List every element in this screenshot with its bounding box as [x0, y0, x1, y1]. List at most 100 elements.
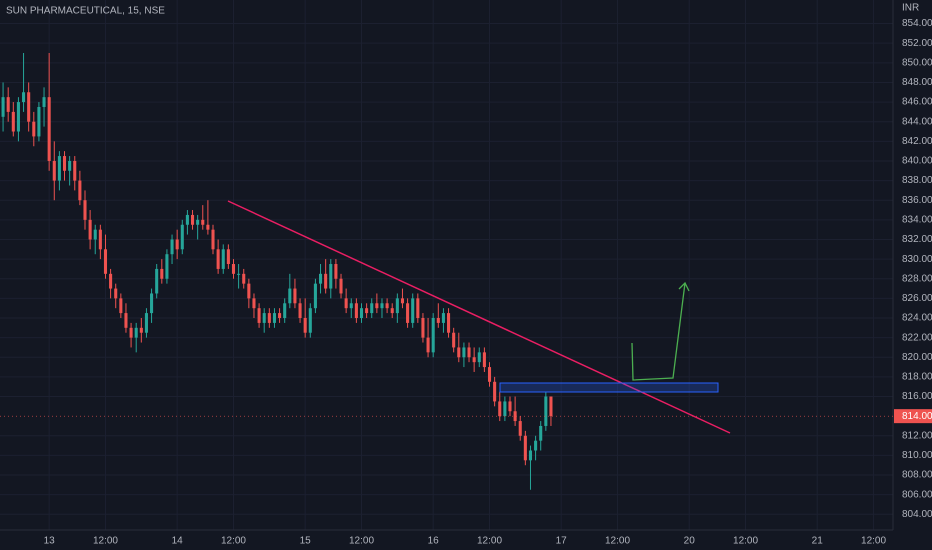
x-tick-label: 12:00	[605, 536, 630, 547]
candle-body	[175, 239, 179, 250]
candle-body	[37, 106, 41, 137]
y-tick-label: 844.00	[902, 116, 932, 127]
candle-body	[472, 357, 476, 363]
x-tick-label: 13	[44, 536, 56, 547]
candle-body	[508, 401, 512, 412]
candle-body	[165, 254, 169, 279]
candle-body	[226, 249, 230, 265]
y-tick-label: 830.00	[902, 254, 932, 265]
candle-body	[447, 313, 451, 333]
candle-body	[283, 303, 287, 318]
candle-body	[272, 313, 276, 323]
support-zone	[499, 382, 719, 393]
y-tick-label: 836.00	[902, 195, 932, 206]
candle-body	[329, 264, 333, 289]
y-tick-label: 850.00	[902, 57, 932, 68]
candle-body	[144, 313, 148, 333]
candle-body	[129, 327, 133, 338]
y-tick-label: 826.00	[902, 293, 932, 304]
candle-body	[247, 283, 251, 299]
candle-body	[201, 219, 205, 225]
candle-body	[114, 288, 118, 299]
last-price-box	[894, 409, 932, 424]
candle-body	[267, 313, 271, 323]
candle-body	[211, 229, 215, 250]
candle-body	[242, 273, 246, 284]
candle-body	[313, 283, 317, 309]
candle-body	[93, 229, 97, 240]
candle-body	[27, 92, 31, 122]
candle-body	[334, 264, 338, 279]
candle-body	[493, 381, 497, 402]
candle-body	[170, 239, 174, 255]
candle-body	[160, 268, 164, 279]
candle-body	[206, 224, 210, 230]
candle-body	[57, 156, 61, 181]
y-tick-label: 810.00	[902, 450, 932, 461]
candle-body	[380, 303, 384, 309]
candle-body	[416, 298, 420, 318]
candle-body	[1, 97, 5, 117]
y-tick-label: 804.00	[902, 509, 932, 520]
candle-body	[78, 180, 82, 201]
candle-body	[16, 102, 20, 132]
candle-body	[216, 249, 220, 269]
candle-body	[221, 249, 225, 269]
candle-body	[185, 214, 189, 225]
candle-body	[303, 318, 307, 333]
candle-body	[518, 421, 522, 436]
candle-body	[431, 318, 435, 353]
y-tick-label: 816.00	[902, 391, 932, 402]
x-tick-label: 16	[428, 536, 440, 547]
candle-body	[103, 249, 108, 274]
y-tick-label: 846.00	[902, 97, 932, 108]
candle-body	[32, 121, 36, 137]
candle-body	[400, 298, 405, 304]
last-price-label: 814.00	[902, 411, 932, 422]
candle-body	[257, 308, 261, 323]
candle-body	[549, 396, 553, 417]
x-tick-label: 12:00	[221, 536, 246, 547]
x-tick-label: 12:00	[861, 536, 886, 547]
candle-body	[487, 367, 492, 382]
candle-body	[457, 347, 461, 358]
y-tick-label: 832.00	[902, 234, 932, 245]
candle-body	[324, 273, 328, 289]
candle-body	[134, 327, 138, 338]
candle-body	[375, 303, 379, 309]
y-tick-label: 820.00	[902, 352, 932, 363]
candle-body	[278, 313, 282, 318]
candle-body	[544, 396, 548, 426]
candle-body	[441, 313, 445, 323]
candle-body	[11, 111, 15, 132]
candle-body	[6, 97, 10, 112]
candle-body	[109, 273, 113, 289]
candle-body	[298, 303, 302, 318]
projection-arrow	[631, 282, 686, 381]
candle-body	[528, 450, 533, 461]
candle-body	[288, 288, 292, 304]
x-tick-label: 14	[172, 536, 184, 547]
x-tick-label: 12:00	[93, 536, 118, 547]
candle-body	[534, 440, 538, 451]
candle-body	[498, 401, 502, 417]
candle-body	[452, 332, 456, 348]
x-tick-label: 15	[300, 536, 312, 547]
x-tick-label: 20	[684, 536, 696, 547]
candle-body	[47, 97, 51, 161]
candle-body	[395, 298, 399, 314]
candle-body	[62, 156, 67, 171]
candle-body	[73, 160, 77, 181]
candle-body	[523, 435, 527, 461]
candle-body	[124, 313, 128, 328]
grid	[0, 0, 893, 530]
arrow-head	[678, 281, 690, 292]
candle-body	[98, 229, 102, 250]
x-tick-label: 12:00	[733, 536, 758, 547]
y-tick-label: 822.00	[902, 332, 932, 343]
candle-body	[139, 327, 143, 333]
candle-body	[370, 303, 374, 314]
candle-body	[539, 425, 543, 441]
y-tick-label: 842.00	[902, 136, 932, 147]
